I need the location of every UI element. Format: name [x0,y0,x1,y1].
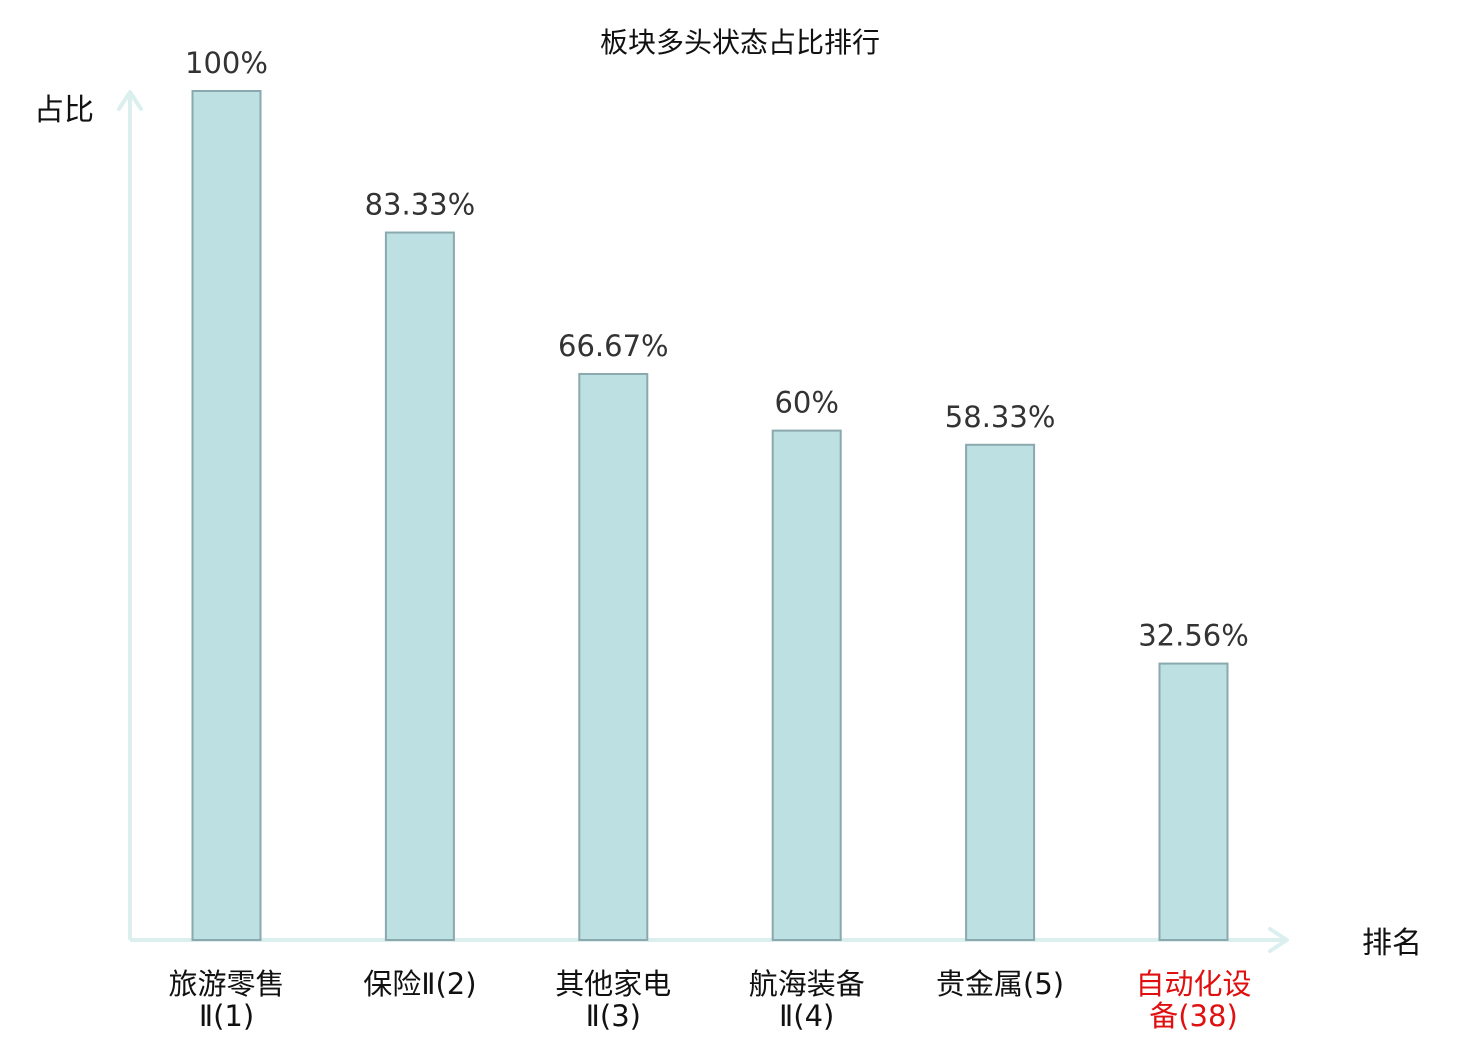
bar-value-label: 58.33% [945,400,1056,434]
bar [191,90,262,941]
category-label: Ⅱ(4) [779,999,834,1033]
category-label: 贵金属(5) [936,967,1064,1001]
bar [578,372,649,942]
x-axis-arrow-icon [1268,927,1289,953]
bar-value-label: 83.33% [365,188,476,222]
category-label: 其他家电 [555,967,671,1001]
category-label: 保险Ⅱ(2) [363,967,476,1001]
bar [1158,662,1229,941]
axes [117,90,1289,953]
category-label: 航海装备 [749,967,865,1001]
bar-value-label: 100% [185,46,268,80]
category-label: 备(38) [1149,999,1238,1033]
category-label: Ⅱ(3) [586,999,641,1033]
bar-value-label: 32.56% [1138,619,1249,653]
bars-group [191,90,1229,942]
value-labels-group: 100% 83.33% 66.67% 60% 58.33% 32.56% [185,46,1249,653]
category-label: 自动化设 [1135,967,1251,1001]
bar-value-label: 60% [774,386,838,420]
y-axis-arrow-icon [117,90,143,111]
chart-title: 板块多头状态占比排行 [600,26,880,59]
y-axis-label: 占比 [34,93,94,128]
bar [384,231,455,941]
category-label: 旅游零售 [168,967,284,1001]
x-axis-label: 排名 [1362,926,1422,961]
bar [771,429,842,941]
category-label: Ⅱ(1) [199,999,254,1033]
bar [965,443,1036,941]
bar-value-label: 66.67% [558,329,669,363]
